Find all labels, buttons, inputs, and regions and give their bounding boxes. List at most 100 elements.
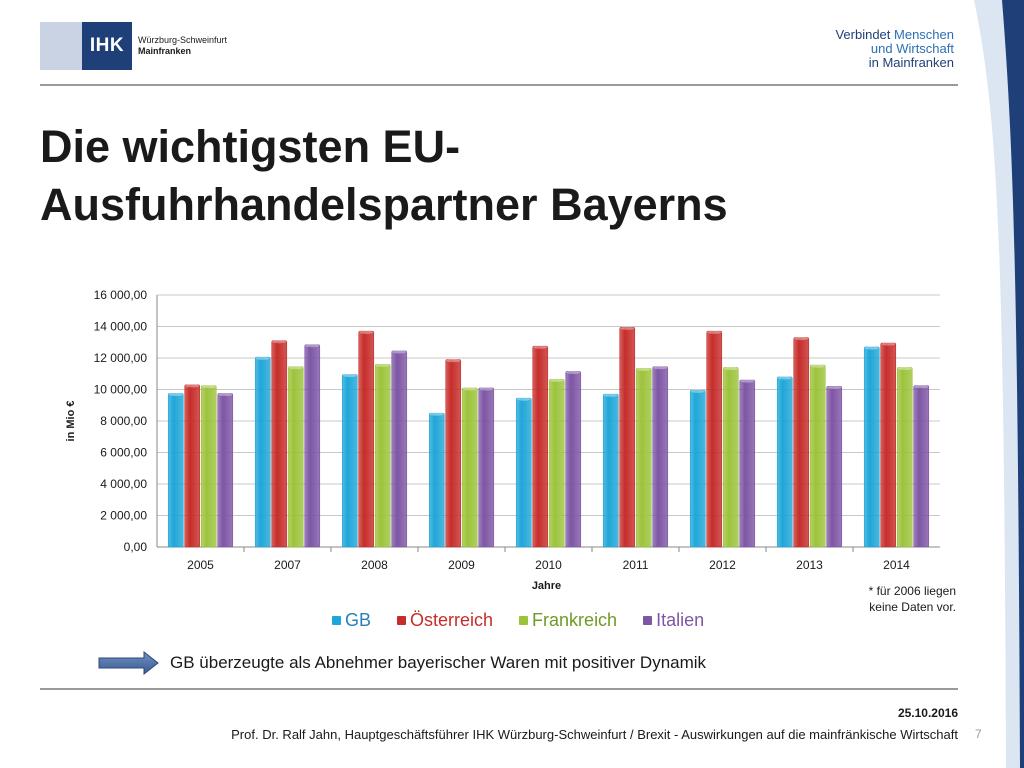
bar-gb — [602, 393, 619, 548]
x-tick-label: 2008 — [361, 558, 388, 572]
bar-italien — [652, 366, 669, 548]
bar-italien — [913, 385, 930, 548]
y-tick-label: 14 000,00 — [94, 320, 148, 334]
bar-highlight — [827, 385, 842, 389]
bar-frankreich — [809, 364, 826, 548]
legend-item-frankreich: Frankreich — [519, 610, 617, 631]
y-tick-label: 16 000,00 — [94, 288, 148, 302]
bar-österreich — [793, 337, 810, 548]
bar-italien — [478, 387, 495, 548]
bar-highlight — [864, 346, 879, 350]
ihk-logo: IHK Würzburg-Schweinfurt Mainfranken — [40, 22, 227, 70]
bar-österreich — [619, 326, 636, 548]
y-tick-label: 12 000,00 — [94, 351, 148, 365]
y-tick-label: 0,00 — [124, 540, 148, 554]
bar-highlight — [777, 376, 792, 380]
x-axis-title: Jahre — [532, 580, 561, 592]
legend-swatch — [643, 616, 653, 625]
slide-title: Die wichtigsten EU- Ausfuhrhandelspartne… — [40, 118, 728, 234]
bar-highlight — [479, 387, 494, 391]
x-tick-label: 2005 — [187, 558, 214, 572]
bar-highlight — [516, 397, 531, 401]
bar-gb — [254, 356, 271, 548]
bar-frankreich — [896, 367, 913, 548]
x-tick-label: 2007 — [274, 558, 301, 572]
bar-highlight — [359, 330, 374, 334]
legend-swatch — [332, 616, 341, 625]
ihk-logo-abbr: IHK — [82, 22, 132, 70]
legend-swatch — [519, 616, 529, 625]
chart-legend: GB Österreich Frankreich Italien — [332, 610, 730, 631]
x-tick-label: 2012 — [709, 558, 736, 572]
bar-italien — [217, 393, 234, 548]
bar-highlight — [305, 344, 320, 348]
x-tick-label: 2013 — [796, 558, 823, 572]
legend-label: Italien — [656, 610, 705, 630]
bar-italien — [304, 344, 321, 548]
bar-frankreich — [635, 367, 652, 548]
logo-line-1: Würzburg-Schweinfurt — [138, 35, 228, 45]
bar-gb — [863, 346, 880, 548]
bar-highlight — [740, 379, 755, 383]
tagline-line-3: in Mainfranken — [868, 55, 954, 70]
header-divider — [40, 84, 958, 86]
bar-österreich — [532, 345, 549, 548]
x-tick-label: 2014 — [883, 558, 910, 572]
footer-date: 25.10.2016 — [897, 706, 958, 720]
bar-österreich — [271, 340, 288, 548]
tagline-line-1: Verbindet — [835, 27, 891, 42]
bar-gb — [689, 389, 706, 548]
arrow-right-icon — [98, 651, 159, 675]
bar-frankreich — [461, 387, 478, 548]
footer-text: Prof. Dr. Ralf Jahn, Hauptgeschäftsführe… — [231, 727, 958, 742]
tagline-line-2: und Wirtschaft — [870, 41, 954, 56]
bar-highlight — [392, 350, 407, 354]
legend-label: GB — [345, 610, 372, 630]
ihk-logo-text: Würzburg-Schweinfurt Mainfranken — [138, 35, 227, 57]
bar-highlight — [446, 358, 461, 363]
legend-item-österreich: Österreich — [397, 610, 493, 631]
bar-highlight — [620, 326, 635, 330]
bar-frankreich — [722, 367, 739, 548]
bar-highlight — [185, 384, 200, 388]
bar-highlight — [723, 366, 738, 371]
bar-highlight — [566, 370, 581, 374]
y-tick-label: 8 000,00 — [100, 414, 147, 428]
y-tick-label: 6 000,00 — [100, 446, 147, 460]
bar-highlight — [794, 336, 809, 341]
bar-highlight — [897, 366, 912, 371]
bar-österreich — [880, 342, 897, 548]
footer-divider — [40, 688, 958, 690]
bar-highlight — [810, 364, 825, 368]
bar-highlight — [342, 373, 357, 378]
tagline-accent: Menschen — [894, 27, 954, 42]
bar-highlight — [462, 387, 477, 391]
bar-frankreich — [374, 363, 391, 548]
bar-highlight — [168, 392, 183, 397]
bar-highlight — [707, 330, 722, 334]
bar-highlight — [218, 392, 233, 397]
bar-highlight — [288, 366, 303, 370]
legend-label: Österreich — [410, 610, 494, 630]
bar-highlight — [653, 366, 668, 370]
bar-highlight — [603, 393, 618, 397]
y-tick-label: 4 000,00 — [100, 477, 147, 491]
legend-label: Frankreich — [532, 610, 618, 630]
bar-highlight — [914, 384, 929, 389]
footnote: * für 2006 liegen keine Daten vor. — [869, 583, 956, 615]
bar-highlight — [533, 345, 548, 349]
bar-italien — [826, 386, 843, 548]
page-number: 7 — [975, 727, 982, 741]
bar-gb — [428, 412, 445, 548]
bar-highlight — [636, 367, 651, 371]
bar-highlight — [690, 389, 705, 393]
bar-italien — [391, 350, 408, 548]
ihk-logo-mark: IHK — [40, 22, 132, 70]
y-tick-label: 10 000,00 — [94, 383, 148, 397]
bar-gb — [341, 374, 358, 548]
bar-highlight — [201, 384, 216, 389]
footnote-line-1: * für 2006 liegen — [868, 584, 956, 598]
footnote-line-2: keine Daten vor. — [869, 600, 956, 614]
bar-highlight — [375, 363, 390, 367]
